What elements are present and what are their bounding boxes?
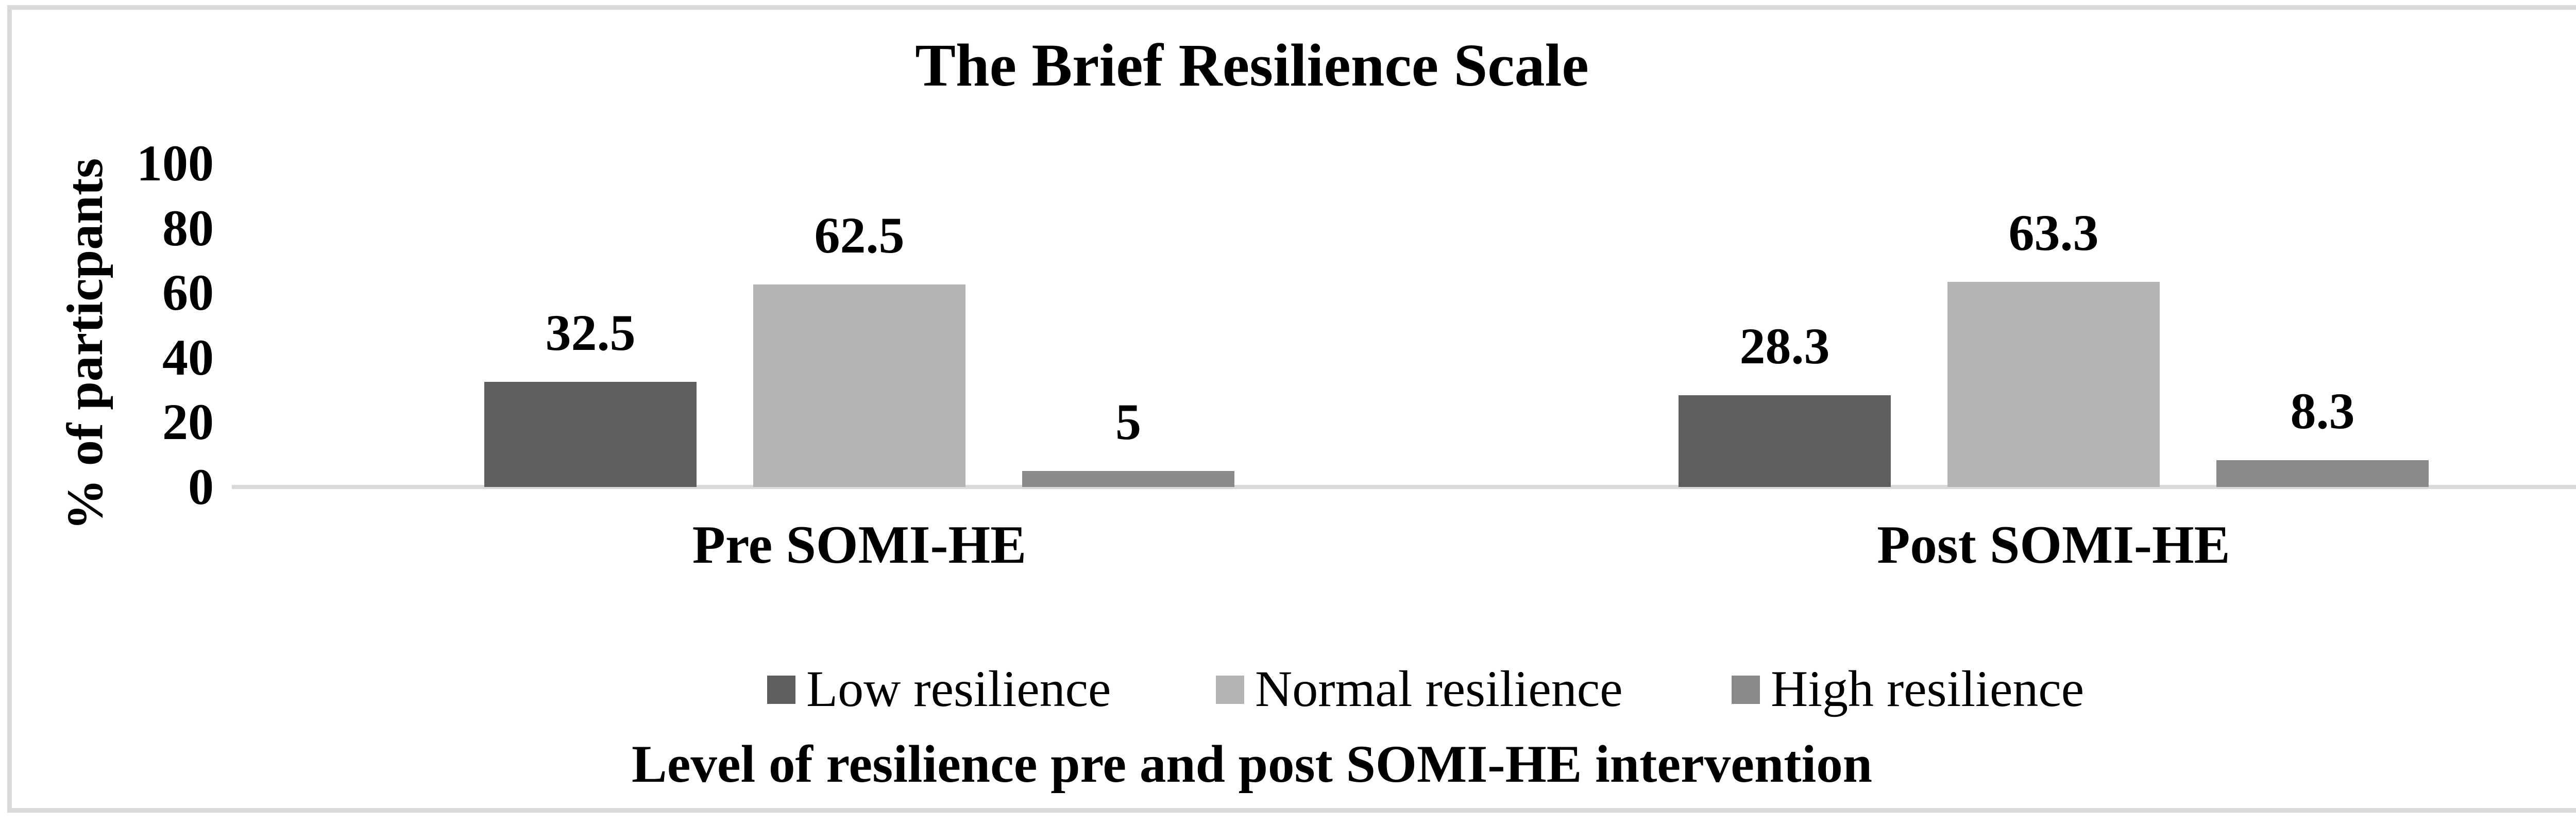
y-tick-label-40: 40 [162, 328, 214, 386]
category-label-post-somi-he: Post SOMI-HE [1877, 514, 2230, 575]
y-tick-label-100: 100 [137, 134, 214, 192]
bar-normal-resilience-post [1947, 282, 2160, 487]
x-axis-line [232, 485, 2576, 489]
bar-low-resilience-pre [484, 382, 697, 487]
data-label: 8.3 [2290, 382, 2355, 440]
legend-swatch-icon [767, 676, 795, 704]
data-label: 32.5 [545, 304, 636, 361]
y-tick-label-0: 0 [188, 458, 214, 515]
data-label: 63.3 [2008, 204, 2099, 261]
category-label-pre-somi-he: Pre SOMI-HE [692, 514, 1027, 575]
bar-high-resilience-pre [1022, 471, 1234, 487]
y-tick-label-80: 80 [162, 199, 214, 257]
chart-border [7, 5, 2576, 813]
legend-swatch-icon [1732, 676, 1760, 704]
y-tick-label-60: 60 [162, 264, 214, 322]
data-label: 28.3 [1739, 317, 1830, 375]
legend-label: High resilience [1771, 660, 2084, 717]
bar-normal-resilience-pre [753, 284, 965, 487]
chart-title: The Brief Resilience Scale [915, 31, 1589, 99]
bar-high-resilience-post [2216, 460, 2429, 487]
bar-low-resilience-post [1679, 395, 1891, 487]
x-axis-title: Level of resilience pre and post SOMI-HE… [632, 735, 1872, 794]
legend-label: Low resilience [806, 660, 1111, 717]
y-tick-label-20: 20 [162, 393, 214, 451]
data-label: 62.5 [814, 207, 905, 264]
legend-label: Normal resilience [1255, 660, 1623, 717]
legend-swatch-icon [1216, 676, 1244, 704]
data-label: 5 [1115, 393, 1141, 450]
